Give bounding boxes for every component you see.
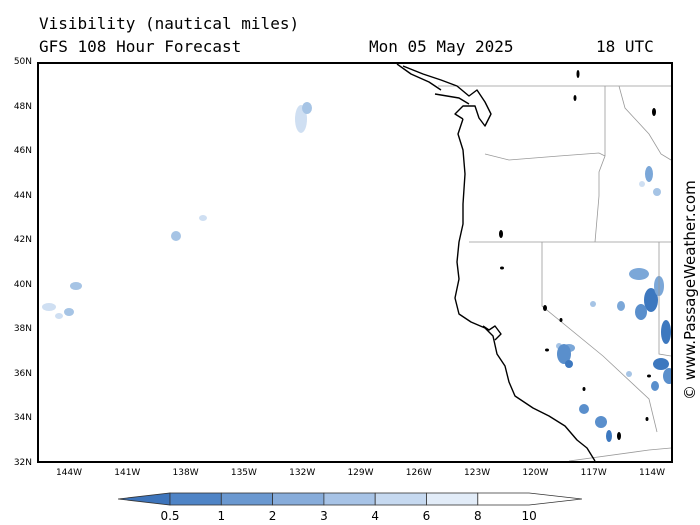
lake-mead [647, 374, 651, 378]
lat-label: 48N [13, 101, 32, 112]
fog-patch [557, 344, 571, 364]
fog-patch [663, 368, 671, 384]
legend-label: 3 [320, 509, 328, 523]
fog-patch [644, 288, 658, 312]
fog-patch [55, 313, 63, 319]
lat-label: 42N [13, 235, 32, 245]
lon-label: 144W [55, 468, 83, 478]
coeur-dalene-lake [576, 70, 580, 78]
flathead-lake [652, 108, 656, 116]
puget-sound-coast [402, 65, 492, 127]
fog-patch [64, 308, 74, 316]
legend-color-cell [374, 492, 427, 506]
fog-patch [626, 371, 632, 377]
legend-label: 4 [371, 509, 379, 523]
legend-label: 8 [473, 509, 482, 523]
lat-label: 34N [13, 413, 32, 423]
juan-de-fuca [434, 93, 470, 105]
salton-sea [617, 432, 621, 440]
lat-label: 38N [13, 324, 32, 334]
lake-havasu [645, 417, 649, 421]
forecast-date: Mon 05 May 2025 [369, 37, 514, 56]
legend-color-cell [272, 492, 325, 506]
map-title: Visibility (nautical miles) [39, 14, 300, 33]
legend-color-cell [169, 492, 222, 506]
state-borders [438, 85, 671, 461]
lat-label: 36N [13, 368, 32, 379]
forecast-subtitle: GFS 108 Hour Forecast [39, 37, 242, 56]
legend-color-cell [220, 492, 274, 506]
lon-label: 123W [464, 468, 491, 478]
pyramid-lake [545, 348, 549, 352]
lat-label: 32N [13, 457, 32, 468]
fog-patch [171, 231, 181, 241]
lake-tahoe [543, 305, 547, 311]
us-mexico-border [568, 447, 671, 461]
legend-color-cell [426, 492, 479, 506]
coastline [396, 64, 596, 461]
lon-label: 135W [230, 468, 257, 478]
lon-label: 126W [405, 468, 432, 478]
fog-patch [639, 181, 645, 187]
visibility-map [37, 62, 673, 463]
legend-label: 0.5 [160, 509, 180, 523]
lat-label: 40N [13, 279, 32, 290]
fog-patch [70, 282, 82, 290]
fog-patch [595, 416, 607, 428]
legend-color-cell [323, 492, 376, 506]
forecast-time: 18 UTC [596, 37, 654, 56]
idaho-west-border [594, 86, 606, 243]
lon-label: 141W [114, 468, 141, 478]
fog-patch [635, 304, 647, 320]
pacific-coastline [454, 118, 596, 461]
mono-lake [559, 318, 563, 322]
fog-patch [617, 301, 625, 311]
fog-patch [565, 360, 573, 368]
fog-patch [651, 381, 659, 391]
site-credit: © www.PassageWeather.com [681, 180, 699, 400]
fog-patch [42, 303, 56, 311]
pend-oreille-lake [573, 95, 577, 101]
washington-oregon-border [484, 152, 606, 161]
fog-patch [579, 404, 589, 414]
lon-label: 129W [347, 468, 374, 478]
klamath-lake [499, 230, 503, 238]
nevada-east-border [658, 242, 671, 357]
idaho-east-border [618, 85, 671, 161]
fog-patch [590, 301, 596, 307]
lon-label: 138W [172, 468, 199, 478]
legend-label: 6 [422, 509, 431, 523]
fog-patch [199, 215, 207, 221]
map-canvas [42, 64, 671, 461]
san-francisco-bay [482, 325, 502, 341]
fog-patch [653, 358, 669, 370]
goose-lake [500, 266, 504, 270]
legend-label: 1 [217, 509, 226, 523]
vancouver-island [396, 64, 442, 91]
walker-lake [582, 387, 586, 391]
legend-label: 2 [268, 509, 277, 523]
legend-label: 10 [521, 509, 537, 523]
lon-label: 117W [580, 468, 607, 478]
legend-color-cell [118, 492, 171, 506]
inland-lakes [499, 70, 656, 440]
lon-label: 114W [638, 468, 666, 478]
fog-patch [661, 320, 671, 344]
lat-label: 46N [13, 146, 32, 156]
fog-patch [302, 102, 312, 114]
legend-color-cell [477, 492, 582, 506]
fog-patch [653, 188, 661, 196]
lon-label: 132W [289, 468, 316, 478]
fog-patch [629, 268, 649, 280]
lon-label: 120W [522, 468, 549, 478]
fog-patch [645, 166, 653, 182]
lat-label: 50N [13, 57, 32, 67]
fog-patches [42, 102, 671, 442]
lat-label: 44N [13, 190, 32, 201]
color-legend [118, 492, 582, 506]
fog-patch [606, 430, 612, 442]
california-nevada-border [541, 242, 658, 433]
